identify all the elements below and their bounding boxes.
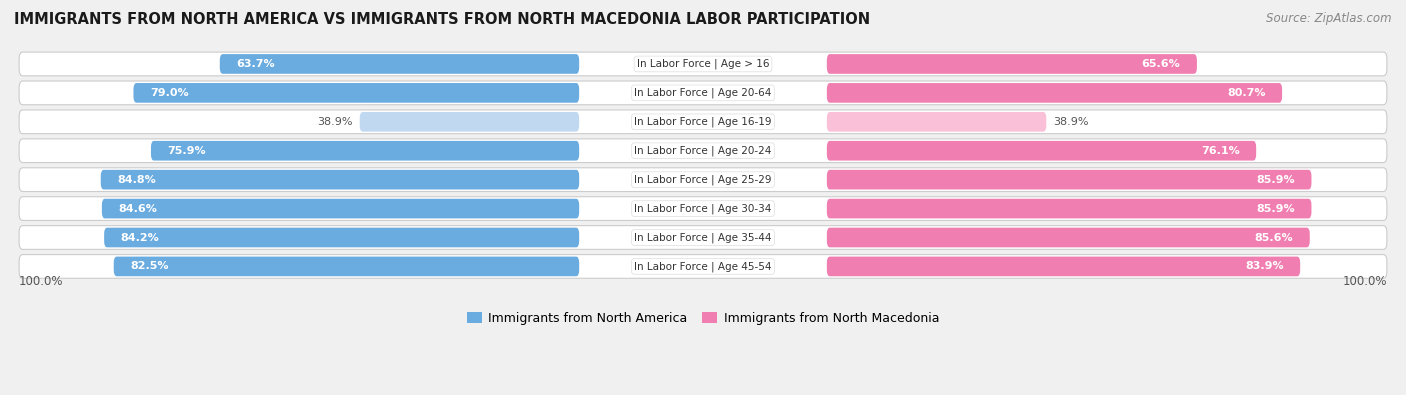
Text: 76.1%: 76.1%	[1201, 146, 1240, 156]
FancyBboxPatch shape	[114, 257, 579, 276]
FancyBboxPatch shape	[20, 197, 1386, 220]
FancyBboxPatch shape	[827, 199, 1312, 218]
Text: 85.6%: 85.6%	[1254, 233, 1294, 243]
Text: Source: ZipAtlas.com: Source: ZipAtlas.com	[1267, 12, 1392, 25]
FancyBboxPatch shape	[101, 170, 579, 190]
Text: 82.5%: 82.5%	[131, 261, 169, 271]
Text: 84.6%: 84.6%	[118, 203, 157, 214]
FancyBboxPatch shape	[827, 141, 1256, 160]
FancyBboxPatch shape	[20, 168, 1386, 192]
FancyBboxPatch shape	[360, 112, 579, 132]
Text: 100.0%: 100.0%	[1343, 275, 1386, 288]
Text: In Labor Force | Age 45-54: In Labor Force | Age 45-54	[634, 261, 772, 272]
Text: 75.9%: 75.9%	[167, 146, 207, 156]
Text: 84.2%: 84.2%	[121, 233, 159, 243]
FancyBboxPatch shape	[827, 83, 1282, 103]
Text: 80.7%: 80.7%	[1227, 88, 1265, 98]
FancyBboxPatch shape	[20, 254, 1386, 278]
Text: In Labor Force | Age 25-29: In Labor Force | Age 25-29	[634, 175, 772, 185]
FancyBboxPatch shape	[20, 52, 1386, 76]
Text: IMMIGRANTS FROM NORTH AMERICA VS IMMIGRANTS FROM NORTH MACEDONIA LABOR PARTICIPA: IMMIGRANTS FROM NORTH AMERICA VS IMMIGRA…	[14, 12, 870, 27]
Text: 38.9%: 38.9%	[1053, 117, 1088, 127]
Text: In Labor Force | Age 30-34: In Labor Force | Age 30-34	[634, 203, 772, 214]
FancyBboxPatch shape	[20, 81, 1386, 105]
FancyBboxPatch shape	[827, 54, 1197, 74]
Text: In Labor Force | Age 20-24: In Labor Force | Age 20-24	[634, 145, 772, 156]
Text: 38.9%: 38.9%	[318, 117, 353, 127]
FancyBboxPatch shape	[20, 226, 1386, 249]
FancyBboxPatch shape	[101, 199, 579, 218]
Text: 65.6%: 65.6%	[1142, 59, 1181, 69]
FancyBboxPatch shape	[20, 110, 1386, 134]
FancyBboxPatch shape	[20, 139, 1386, 163]
Text: 83.9%: 83.9%	[1246, 261, 1284, 271]
Text: 84.8%: 84.8%	[117, 175, 156, 184]
FancyBboxPatch shape	[827, 228, 1310, 247]
Text: 85.9%: 85.9%	[1257, 175, 1295, 184]
FancyBboxPatch shape	[150, 141, 579, 160]
FancyBboxPatch shape	[827, 112, 1046, 132]
Text: 85.9%: 85.9%	[1257, 203, 1295, 214]
FancyBboxPatch shape	[104, 228, 579, 247]
Text: In Labor Force | Age > 16: In Labor Force | Age > 16	[637, 59, 769, 69]
Text: In Labor Force | Age 35-44: In Labor Force | Age 35-44	[634, 232, 772, 243]
Text: 79.0%: 79.0%	[150, 88, 188, 98]
Legend: Immigrants from North America, Immigrants from North Macedonia: Immigrants from North America, Immigrant…	[463, 307, 943, 330]
Text: In Labor Force | Age 16-19: In Labor Force | Age 16-19	[634, 117, 772, 127]
FancyBboxPatch shape	[219, 54, 579, 74]
FancyBboxPatch shape	[827, 170, 1312, 190]
Text: 63.7%: 63.7%	[236, 59, 276, 69]
Text: In Labor Force | Age 20-64: In Labor Force | Age 20-64	[634, 88, 772, 98]
Text: 100.0%: 100.0%	[20, 275, 63, 288]
FancyBboxPatch shape	[827, 257, 1301, 276]
FancyBboxPatch shape	[134, 83, 579, 103]
